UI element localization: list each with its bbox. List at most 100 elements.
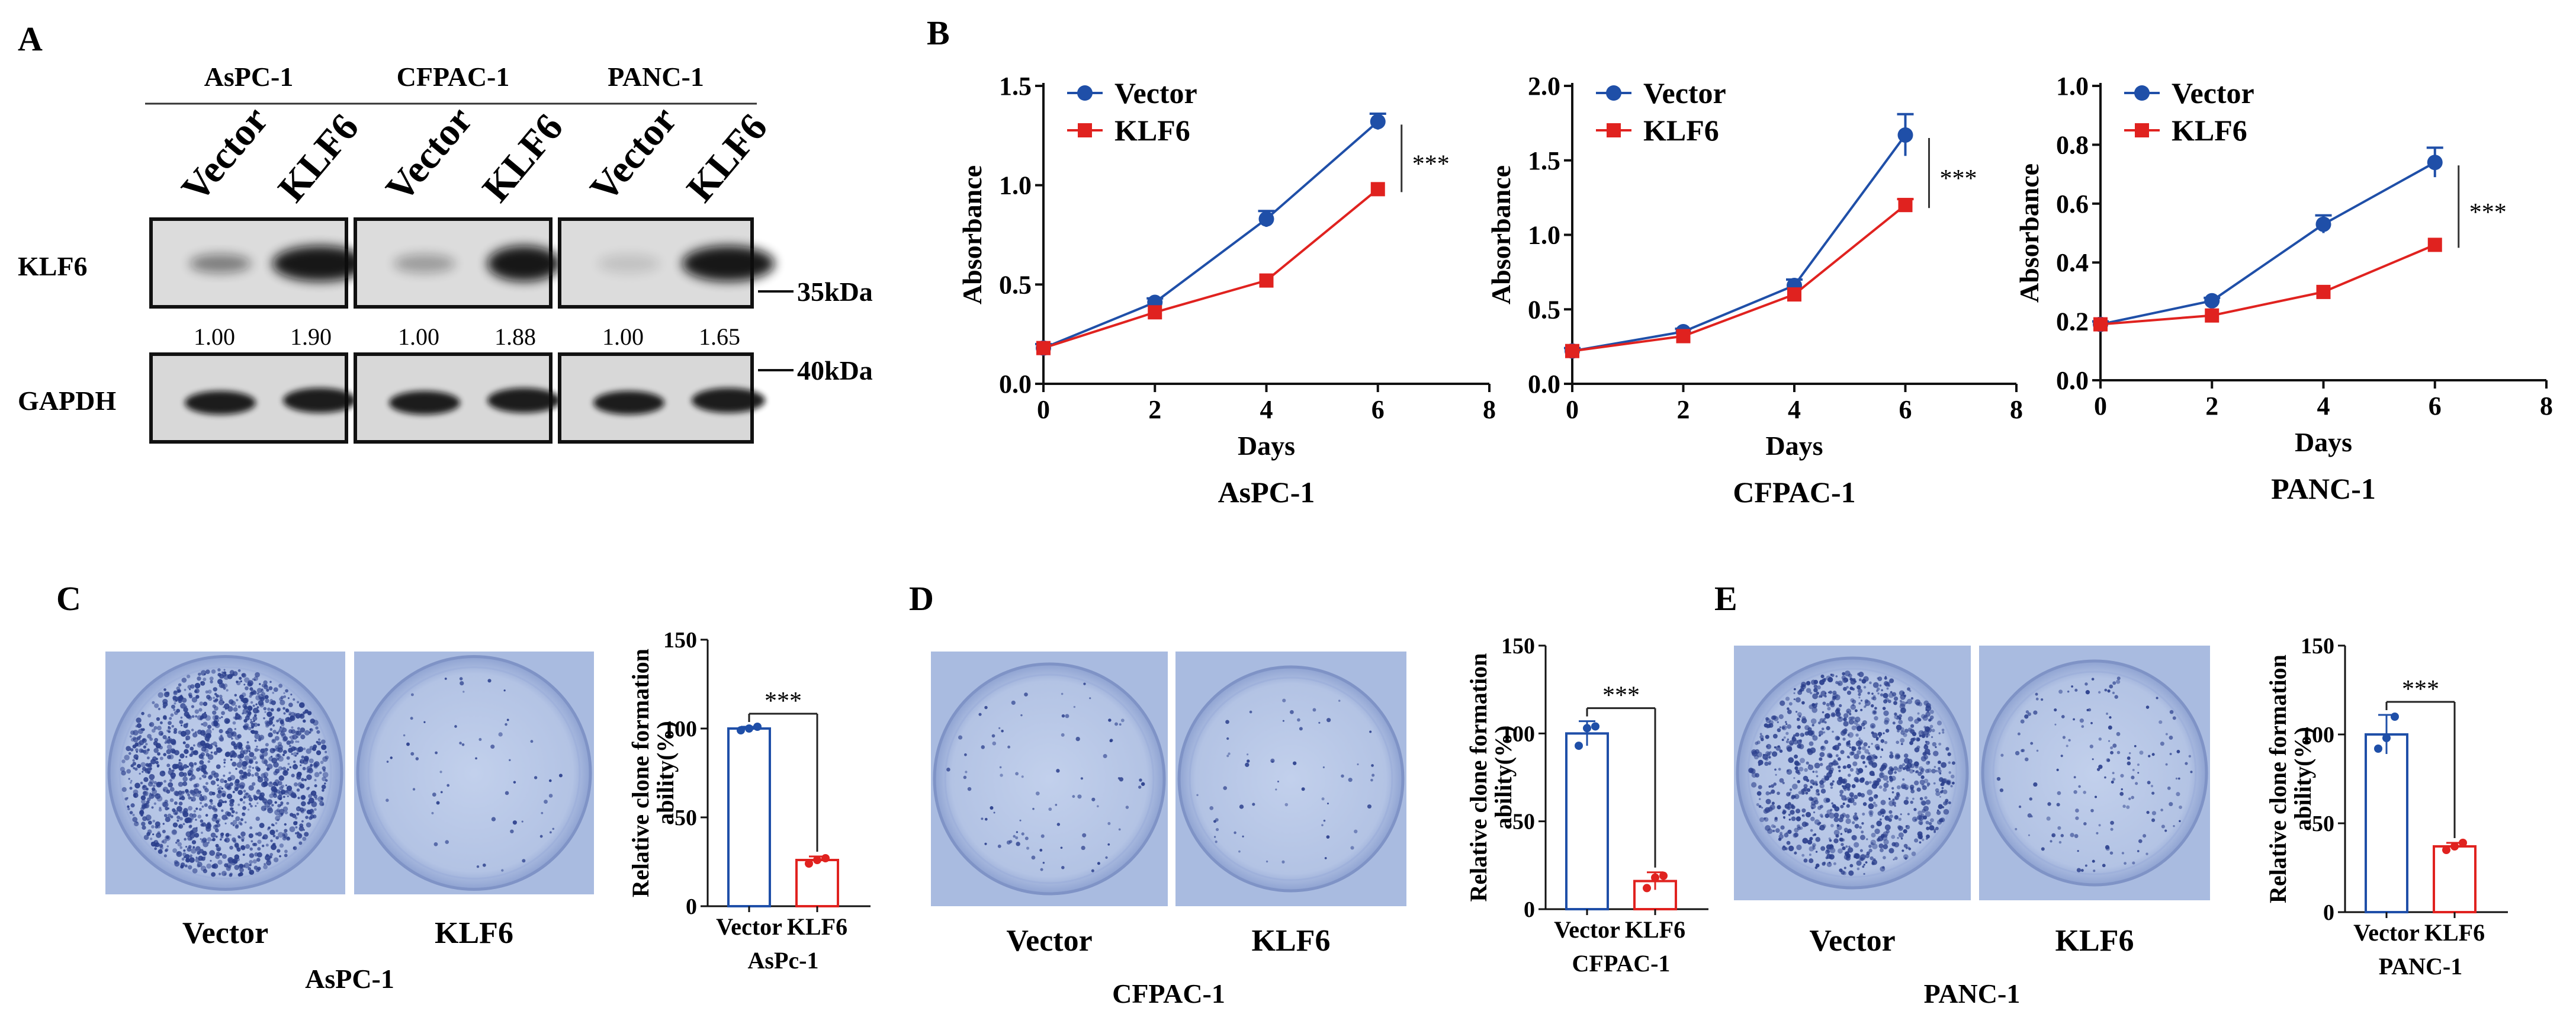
- colony: [2165, 733, 2168, 736]
- colony: [2018, 805, 2022, 808]
- colony: [1825, 798, 1830, 803]
- colony: [225, 817, 229, 820]
- colony: [1926, 735, 1929, 738]
- colony: [246, 772, 251, 777]
- colony: [237, 803, 240, 806]
- y-tick-label: 0: [2323, 900, 2334, 925]
- colony: [179, 720, 184, 724]
- colony: [213, 697, 216, 699]
- colony: [1884, 824, 1891, 830]
- colony: [257, 847, 261, 851]
- colony: [252, 704, 255, 707]
- colony: [1794, 761, 1799, 766]
- colony: [182, 811, 189, 817]
- colony: [2145, 852, 2148, 855]
- colony: [1907, 813, 1910, 816]
- colony: [2000, 753, 2004, 757]
- colony: [264, 720, 269, 725]
- colony: [226, 793, 233, 800]
- colony: [289, 745, 291, 747]
- colony: [1896, 785, 1901, 790]
- colony: [280, 726, 282, 729]
- colony: [152, 819, 156, 823]
- colony: [264, 808, 266, 810]
- gapdh-band-vector: [185, 391, 256, 415]
- colony: [216, 764, 221, 769]
- colony: [195, 827, 198, 829]
- colony: [541, 811, 544, 814]
- legend-marker-vector: [1077, 85, 1093, 101]
- colony: [2109, 851, 2114, 855]
- colony: [1822, 701, 1826, 705]
- dish-label-vector: Vector: [1006, 924, 1092, 958]
- colony: [2179, 806, 2182, 809]
- colony: [1838, 817, 1843, 823]
- colony: [2033, 782, 2038, 787]
- colony: [1891, 791, 1894, 794]
- colony: [1015, 772, 1019, 776]
- legend-label-klf6: KLF6: [2172, 114, 2247, 147]
- colony: [1872, 695, 1876, 698]
- colony: [1812, 782, 1815, 785]
- legend-label-klf6: KLF6: [1643, 114, 1719, 147]
- colony: [229, 845, 233, 850]
- colony: [280, 790, 286, 795]
- colony: [285, 708, 289, 712]
- colony: [165, 849, 168, 852]
- colony: [1903, 843, 1908, 848]
- colony: [1838, 682, 1841, 685]
- colony: [1814, 762, 1820, 769]
- y-tick-label: 0.5: [1528, 295, 1560, 324]
- colony: [965, 771, 968, 774]
- colony: [150, 759, 156, 765]
- colony: [1781, 739, 1784, 742]
- colony: [1799, 739, 1803, 743]
- colony: [134, 795, 136, 798]
- colony: [225, 833, 230, 838]
- colony: [993, 811, 995, 814]
- colony: [277, 819, 280, 822]
- colony: [2073, 790, 2077, 794]
- x-tick-label: 4: [1260, 395, 1273, 424]
- colony: [1827, 707, 1831, 711]
- colony: [459, 677, 463, 681]
- colony: [1891, 835, 1896, 839]
- colony: [282, 707, 285, 710]
- colony: [159, 771, 166, 776]
- y-tick-label: 50: [2312, 811, 2334, 836]
- colony: [999, 766, 1002, 769]
- chart-caption: AsPc-1: [748, 947, 819, 974]
- colony: [2138, 839, 2143, 843]
- colony: [1284, 803, 1289, 807]
- colony: [151, 806, 154, 809]
- y-tick-label: 1.0: [1528, 221, 1560, 250]
- colony: [220, 749, 223, 752]
- colony: [1921, 784, 1925, 787]
- bar-data-point: [1659, 871, 1668, 880]
- colony: [1816, 702, 1818, 705]
- colony: [180, 716, 183, 719]
- colony: [1826, 853, 1832, 859]
- colony: [1846, 804, 1850, 808]
- colony: [1901, 784, 1906, 790]
- colony: [1936, 810, 1941, 815]
- colony: [1774, 768, 1777, 771]
- colony: [2095, 795, 2098, 798]
- colony: [191, 729, 194, 731]
- colony: [129, 811, 133, 814]
- colony: [166, 744, 172, 750]
- colony: [1779, 749, 1783, 753]
- colony: [1114, 722, 1118, 726]
- colony: [1909, 689, 1912, 692]
- colony: [1907, 727, 1912, 732]
- colony: [143, 745, 147, 749]
- colony: [958, 735, 963, 740]
- colony: [274, 736, 280, 741]
- colony: [315, 726, 319, 730]
- colony: [1838, 742, 1842, 746]
- colony: [1790, 804, 1794, 809]
- colony: [254, 733, 261, 740]
- colony: [284, 823, 287, 826]
- colony: [2036, 749, 2039, 752]
